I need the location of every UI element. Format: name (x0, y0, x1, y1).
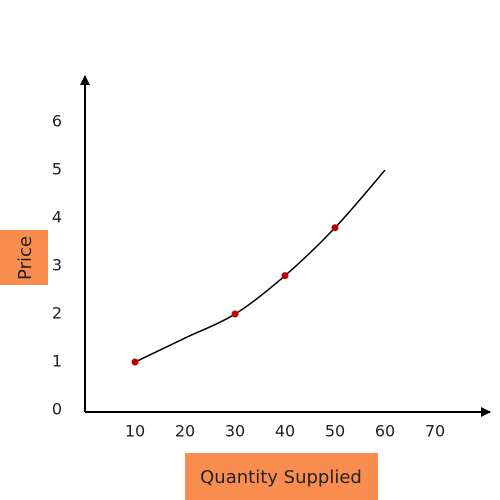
data-point (281, 272, 289, 280)
y-axis-label: Price (15, 236, 36, 280)
data-point (131, 358, 139, 366)
y-tick-label: 0 (52, 400, 62, 419)
x-tick-label: 20 (175, 422, 195, 441)
y-tick-label: 3 (52, 256, 62, 275)
x-tick-label: 40 (275, 422, 295, 441)
y-tick-label: 1 (52, 352, 62, 371)
y-tick-label: 2 (52, 304, 62, 323)
y-tick-label: 4 (52, 208, 62, 227)
data-point (231, 310, 239, 318)
y-tick-label: 5 (52, 160, 62, 179)
supply-curve (134, 169, 386, 363)
x-axis-label: Quantity Supplied (200, 467, 362, 488)
x-label-box (185, 453, 378, 500)
x-tick-label: 30 (225, 422, 245, 441)
x-tick-label: 60 (375, 422, 395, 441)
y-tick-label: 6 (52, 112, 62, 131)
x-tick-label: 70 (425, 422, 445, 441)
y-label-box (0, 230, 48, 285)
data-point (331, 224, 339, 232)
x-tick-label: 10 (125, 422, 145, 441)
x-tick-label: 50 (325, 422, 345, 441)
